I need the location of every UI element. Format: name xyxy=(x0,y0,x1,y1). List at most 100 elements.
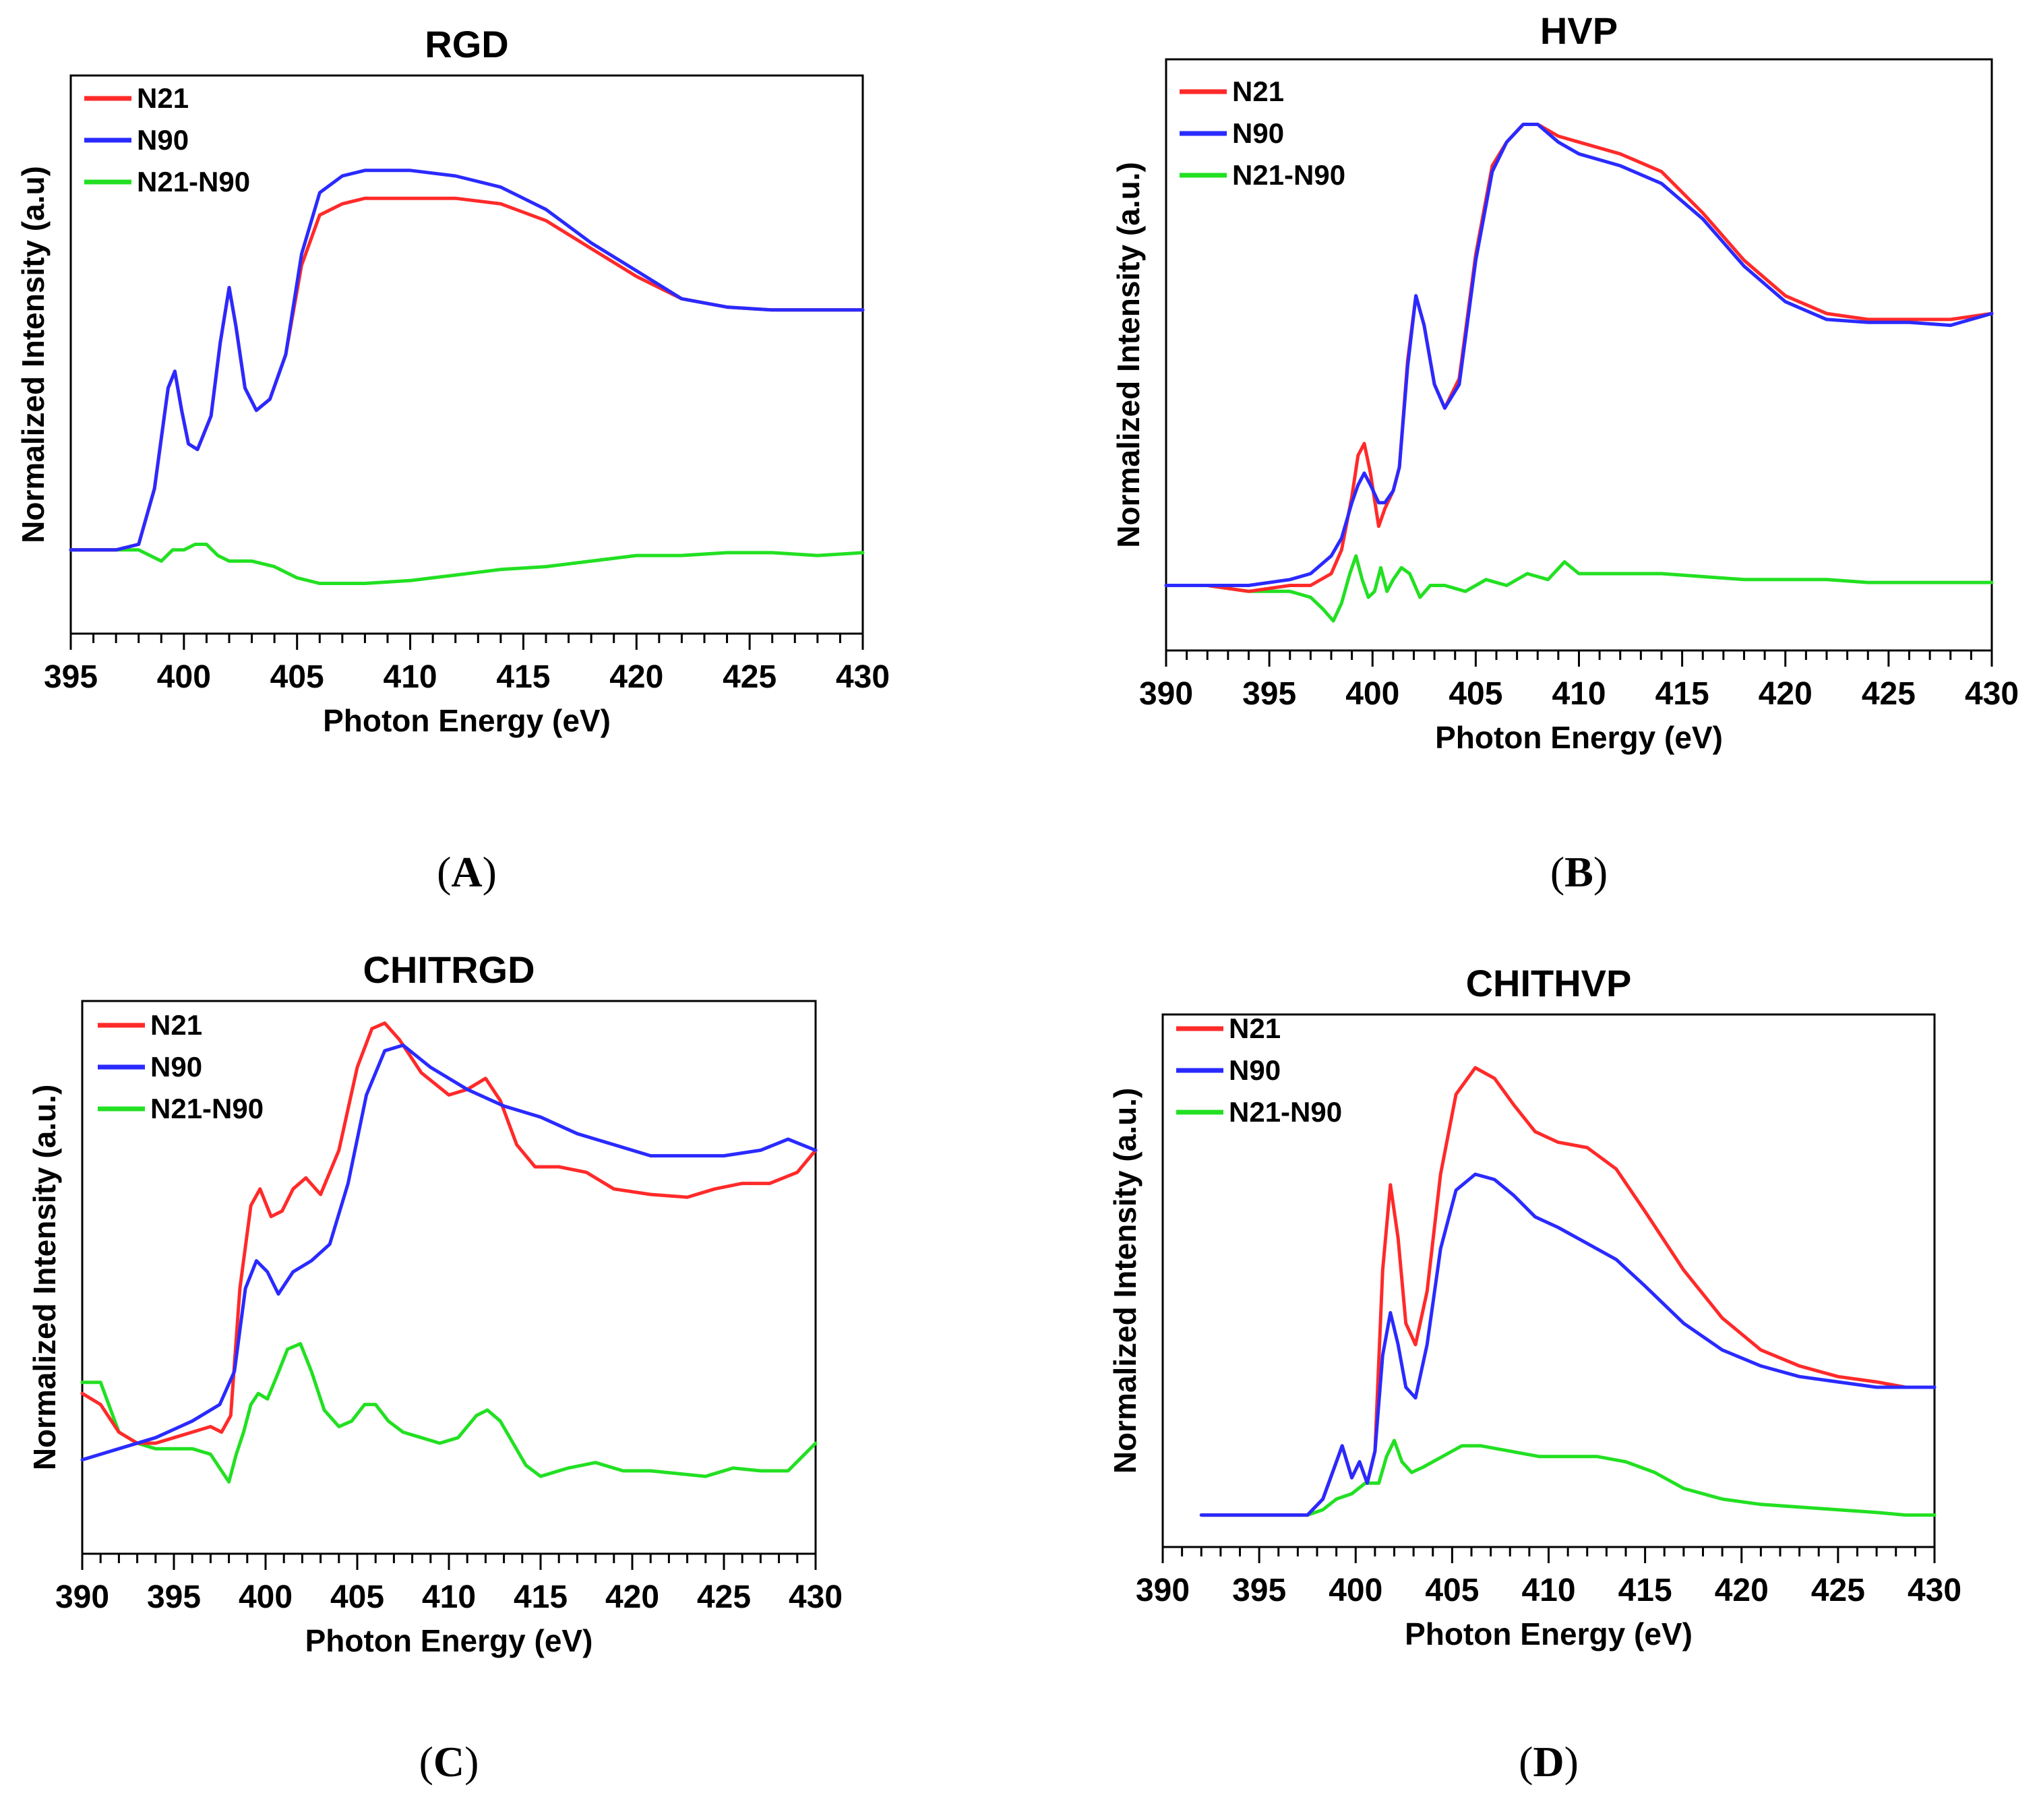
panel-d-tick-label-430: 430 xyxy=(1908,1573,1961,1608)
panel-d: CHITHVP 390 395 400 405 410 415 420 425 430 Photon… xyxy=(1107,962,1961,1786)
panel-b-x-axis-label: Photon Energy (eV) xyxy=(1435,720,1723,755)
panel-b-legend-label-n21: N21 xyxy=(1232,75,1284,107)
panel-a-legend-label-n21-n90: N21-N90 xyxy=(137,166,250,198)
panel-a-tick-label-430: 430 xyxy=(836,659,890,695)
panel-c-tick-label-425: 425 xyxy=(697,1579,751,1615)
panel-d-caption-open-paren: ( xyxy=(1519,1738,1533,1786)
panel-a-title: RGD xyxy=(425,23,508,65)
panel-c-caption-open-paren: ( xyxy=(419,1738,433,1786)
panel-b-legend-label-n90: N90 xyxy=(1232,117,1284,149)
panel-a-tick-label-415: 415 xyxy=(496,659,550,695)
panel-b-tick-label-430: 430 xyxy=(1965,676,2019,712)
panel-d-legend-label-n90: N90 xyxy=(1229,1054,1281,1086)
panel-b-x-axis: 390 395 400 405 410 415 420 425 430 xyxy=(1139,650,2019,712)
panel-c-plot-frame xyxy=(81,1000,817,1555)
panel-c-tick-label-430: 430 xyxy=(789,1579,843,1615)
panel-c-legend: N21 N90 N21-N90 xyxy=(98,1009,264,1124)
panel-a-legend-label-n90: N90 xyxy=(137,124,189,156)
panel-a-tick-label-400: 400 xyxy=(157,659,211,695)
panel-b-tick-label-415: 415 xyxy=(1655,676,1709,712)
panel-b-tick-label-390: 390 xyxy=(1139,676,1193,712)
panel-b-series-n21-n90 xyxy=(1164,554,1994,623)
panel-b-plot-frame xyxy=(1165,58,1993,652)
panel-d-series-n21 xyxy=(1199,1066,1937,1517)
panel-c-caption-letter: C xyxy=(433,1738,464,1786)
panel-b-tick-label-400: 400 xyxy=(1345,676,1399,712)
panel-b-series-n21 xyxy=(1164,123,1994,593)
panel-d-tick-label-425: 425 xyxy=(1811,1573,1865,1608)
panel-b-tick-label-395: 395 xyxy=(1242,676,1296,712)
panel-a-tick-label-420: 420 xyxy=(609,659,663,695)
panel-b-tick-label-405: 405 xyxy=(1449,676,1502,712)
panel-a-series-n90 xyxy=(69,169,865,552)
panel-c-legend-label-n21-n90: N21-N90 xyxy=(150,1093,264,1124)
panel-b-caption-letter: B xyxy=(1564,848,1593,896)
panel-d-tick-label-400: 400 xyxy=(1329,1573,1382,1608)
panel-b-legend: N21 N90 N21-N90 xyxy=(1180,75,1345,191)
panel-b-y-axis-label: Normalized Intensity (a.u.) xyxy=(1111,162,1146,548)
panel-c-series-n21-n90 xyxy=(80,1341,818,1484)
panel-c-tick-label-405: 405 xyxy=(330,1579,384,1615)
panel-c-tick-label-390: 390 xyxy=(55,1579,109,1615)
panel-b-title: HVP xyxy=(1540,9,1618,52)
panel-c-tick-label-420: 420 xyxy=(605,1579,659,1615)
panel-a-caption-open-paren: ( xyxy=(437,848,451,896)
panel-c-tick-label-400: 400 xyxy=(239,1579,293,1615)
panel-d-plot-frame xyxy=(1161,1013,1936,1548)
panel-a-x-axis: 395 400 405 410 415 420 425 430 xyxy=(44,634,890,695)
panel-a: RGD 395 400 405 410 415 420 425 430 Photon Energy… xyxy=(16,23,890,896)
panel-c-caption: (C) xyxy=(419,1738,479,1786)
panel-c-x-axis-label: Photon Energy (eV) xyxy=(305,1623,593,1658)
panel-d-series-n21-n90 xyxy=(1199,1438,1937,1517)
panel-d-tick-label-410: 410 xyxy=(1521,1573,1575,1608)
panel-c-tick-label-395: 395 xyxy=(147,1579,201,1615)
panel-a-caption-letter: A xyxy=(451,848,482,896)
panel-a-y-axis-label: Normalized Intensity (a.u) xyxy=(16,166,51,543)
panel-c-tick-label-410: 410 xyxy=(422,1579,476,1615)
panel-d-caption-close-paren: ) xyxy=(1564,1738,1579,1786)
panel-c-x-axis: 390 395 400 405 410 415 420 425 430 xyxy=(55,1554,843,1615)
panel-c-legend-label-n90: N90 xyxy=(150,1051,202,1083)
panel-a-tick-label-410: 410 xyxy=(384,659,437,695)
panel-a-legend: N21 N90 N21-N90 xyxy=(84,82,250,198)
panel-a-tick-label-405: 405 xyxy=(270,659,324,695)
panel-a-legend-label-n21: N21 xyxy=(137,82,189,114)
panel-d-tick-label-420: 420 xyxy=(1715,1573,1769,1608)
panel-c-series-n90 xyxy=(80,1043,818,1462)
panel-c: CHITRGD 390 395 400 405 410 415 420 425 430 Photon… xyxy=(27,948,843,1786)
panel-d-tick-label-395: 395 xyxy=(1232,1573,1286,1608)
panel-d-caption: (D) xyxy=(1519,1738,1579,1786)
panel-b-caption-open-paren: ( xyxy=(1550,848,1564,896)
panel-d-caption-letter: D xyxy=(1533,1738,1564,1786)
panel-c-caption-close-paren: ) xyxy=(464,1738,479,1786)
panel-a-plot-frame xyxy=(69,74,864,635)
panel-a-caption-close-paren: ) xyxy=(483,848,497,896)
panel-b-tick-label-420: 420 xyxy=(1759,676,1812,712)
panel-d-tick-label-415: 415 xyxy=(1618,1573,1672,1608)
panel-c-legend-label-n21: N21 xyxy=(150,1009,202,1041)
panel-d-legend-label-n21-n90: N21-N90 xyxy=(1229,1096,1342,1128)
panel-a-caption: (A) xyxy=(437,848,497,896)
panel-b-caption-close-paren: ) xyxy=(1593,848,1608,896)
panel-d-legend: N21 N90 N21-N90 xyxy=(1176,1012,1342,1128)
panel-d-series-n90 xyxy=(1199,1172,1937,1517)
panel-d-title: CHITHVP xyxy=(1466,962,1632,1004)
panel-d-tick-label-390: 390 xyxy=(1136,1573,1190,1608)
panel-b-series-n90 xyxy=(1164,123,1994,587)
panel-d-legend-label-n21: N21 xyxy=(1229,1012,1281,1044)
panel-b-legend-label-n21-n90: N21-N90 xyxy=(1232,159,1345,191)
panel-d-x-axis: 390 395 400 405 410 415 420 425 430 xyxy=(1136,1547,1961,1608)
panel-b-tick-label-425: 425 xyxy=(1862,676,1916,712)
panel-a-tick-label-395: 395 xyxy=(44,659,98,695)
panel-a-x-axis-label: Photon Energy (eV) xyxy=(323,703,611,738)
panel-b-caption: (B) xyxy=(1550,848,1608,896)
panel-c-y-axis-label: Normalized Intensity (a.u.) xyxy=(27,1085,62,1471)
panel-d-x-axis-label: Photon Energy (eV) xyxy=(1405,1616,1693,1651)
panel-c-series-n21 xyxy=(80,1021,818,1445)
panel-b-tick-label-410: 410 xyxy=(1552,676,1606,712)
panel-a-series-n21 xyxy=(69,196,865,552)
panel-b: HVP 390 395 400 405 410 415 420 425 430 Photon Ene… xyxy=(1111,9,2019,896)
panel-a-tick-label-425: 425 xyxy=(723,659,776,695)
panel-c-title: CHITRGD xyxy=(363,948,535,991)
